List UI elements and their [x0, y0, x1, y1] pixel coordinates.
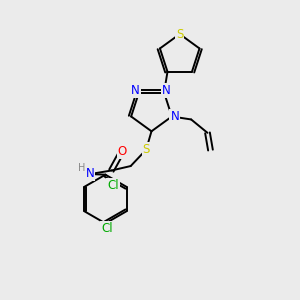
Text: Cl: Cl — [107, 179, 119, 192]
Text: Cl: Cl — [101, 222, 113, 235]
Text: O: O — [118, 145, 127, 158]
Text: S: S — [142, 143, 150, 156]
Text: N: N — [170, 110, 179, 123]
Text: N: N — [85, 167, 94, 180]
Text: H: H — [78, 163, 85, 172]
Text: S: S — [176, 28, 183, 40]
Text: N: N — [131, 84, 140, 97]
Text: N: N — [162, 84, 171, 97]
